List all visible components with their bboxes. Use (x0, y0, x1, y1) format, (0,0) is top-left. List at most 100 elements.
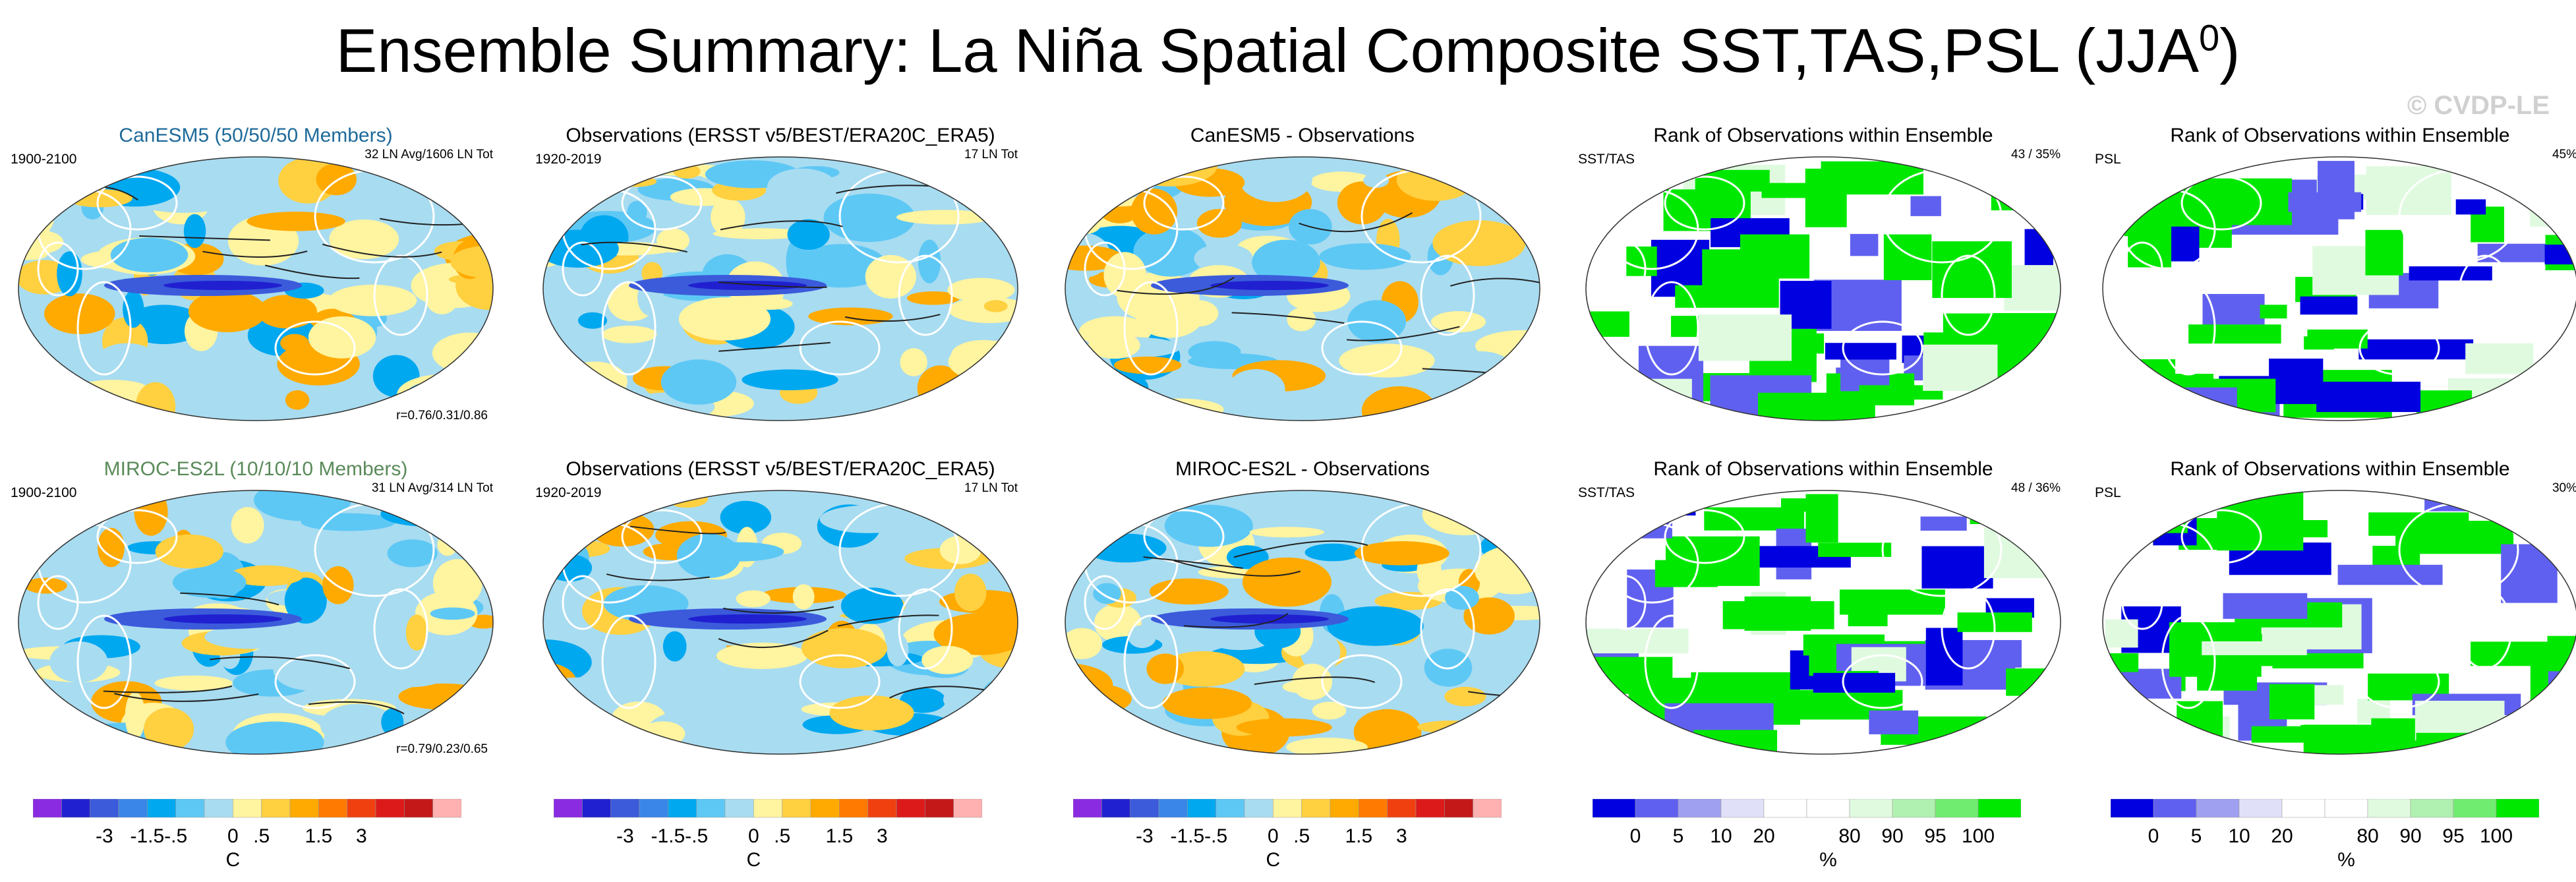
anomaly-region (983, 300, 1008, 312)
psl-contour (1254, 676, 1376, 686)
map-border (1585, 490, 2061, 755)
anomaly-region (840, 587, 904, 624)
colorbar-tick-label: -.5 (685, 825, 709, 847)
anomaly-region (1445, 585, 1479, 610)
colorbar-tick-label: 0 (747, 825, 759, 847)
anomaly-region (615, 176, 657, 187)
anomaly-region (1312, 701, 1347, 720)
psl-contour (114, 693, 259, 702)
colorbar-swatch (1720, 799, 1765, 818)
rank-region (2202, 641, 2307, 655)
cold-tongue-core (1210, 281, 1329, 290)
anomaly-region (943, 690, 966, 709)
panel-title: Rank of Observations within Ensemble (2170, 125, 2510, 146)
rank-region (2545, 383, 2576, 397)
psl-contour (837, 614, 939, 627)
colorbar-swatch (696, 799, 726, 818)
continent-outline (1644, 281, 1699, 376)
continent-outline (562, 575, 604, 630)
anomaly-region (577, 312, 608, 329)
colorbar-swatch (1977, 799, 2021, 818)
colorbar-unit: C (1266, 849, 1281, 871)
anomaly-region (57, 715, 78, 754)
anomaly-region (18, 388, 58, 421)
continent-outline (96, 509, 178, 564)
colorbar-tick-label: 10 (1710, 825, 1732, 847)
panel-title: Observations (ERSST v5/BEST/ERA20C_ERA5) (566, 125, 995, 146)
colorbar-swatch (175, 799, 205, 818)
rank-region (2177, 701, 2223, 754)
anomaly-region (1304, 543, 1361, 562)
continent-outline (1420, 588, 1475, 670)
anomaly-region (713, 228, 810, 239)
anomaly-region (787, 219, 830, 250)
anomaly-region (1327, 606, 1424, 646)
rank-region (2269, 358, 2324, 404)
map (2102, 490, 2576, 755)
colorbar-tick-label: 90 (1881, 825, 1904, 847)
anomaly-region (1474, 545, 1540, 595)
colorbar-swatch (90, 799, 119, 818)
anomaly-region (918, 239, 941, 283)
rank-region (2544, 245, 2576, 265)
anomaly-region (110, 237, 189, 273)
anomaly-region (125, 691, 146, 740)
anomaly-region (767, 168, 837, 206)
psl-contour (718, 630, 829, 649)
psl-contour (308, 701, 405, 715)
map-border (18, 490, 494, 755)
rank-region (1698, 314, 1792, 361)
colorbar-swatch (1593, 799, 1636, 818)
rank-region (1593, 378, 1692, 421)
anomaly-region (372, 355, 420, 397)
psl-contour (103, 685, 233, 693)
continent-outline (1321, 654, 1403, 709)
panel-title: CanESM5 - Observations (1190, 125, 1415, 146)
anomaly-region (1065, 509, 1116, 539)
continent-outline (1842, 654, 1923, 709)
rank-region (2530, 185, 2576, 227)
colorbar-tick-label: -1.5 (130, 825, 165, 847)
rank-region (2307, 329, 2368, 349)
continent-outline (2121, 241, 2163, 297)
rank-region (2502, 392, 2572, 405)
cold-tongue-core (688, 614, 807, 624)
colorbar-swatch (1415, 799, 1445, 818)
continent-outline (2457, 588, 2513, 670)
rank-region (2424, 496, 2532, 512)
psl-contour (1117, 277, 1235, 295)
colorbar-tick-label: 20 (1753, 825, 1775, 847)
continent-outline (1123, 614, 1179, 709)
rank-region (1920, 516, 1967, 531)
anomaly-region (204, 625, 296, 649)
anomaly-region (829, 695, 914, 730)
anomaly-region (933, 613, 1018, 655)
map-border (1585, 156, 2061, 421)
anomaly-region (1363, 173, 1390, 188)
map-panel: Rank of Observations within Ensemble SST/… (1573, 124, 2074, 434)
colorbar-tick-label: 0 (2148, 825, 2159, 847)
anomaly-region (678, 297, 771, 341)
rank-region (1921, 546, 1993, 589)
anomaly-region (1149, 578, 1229, 604)
anomaly-region (979, 677, 1018, 726)
continent-outline (562, 241, 604, 297)
colorbar-swatch (33, 799, 62, 818)
map-panel: Rank of Observations within Ensemble SST/… (1573, 457, 2074, 767)
anomaly-region (1065, 701, 1102, 730)
colorbar-swatch (233, 799, 262, 818)
anomaly-region (1179, 372, 1215, 399)
continent-outline (601, 614, 657, 709)
anomaly-region (430, 607, 475, 620)
anomaly-region (1162, 687, 1252, 719)
psl-contour (380, 214, 493, 226)
colorbar-swatch (1763, 799, 1807, 818)
anomaly-region (18, 392, 78, 421)
anomaly-region (1444, 686, 1486, 707)
panel-period: PSL (2095, 152, 2121, 167)
rank-region (2508, 726, 2576, 751)
anomaly-region (231, 507, 264, 544)
cold-tongue-core (163, 614, 282, 624)
anomaly-region (1188, 341, 1241, 363)
anomaly-region (18, 368, 61, 405)
